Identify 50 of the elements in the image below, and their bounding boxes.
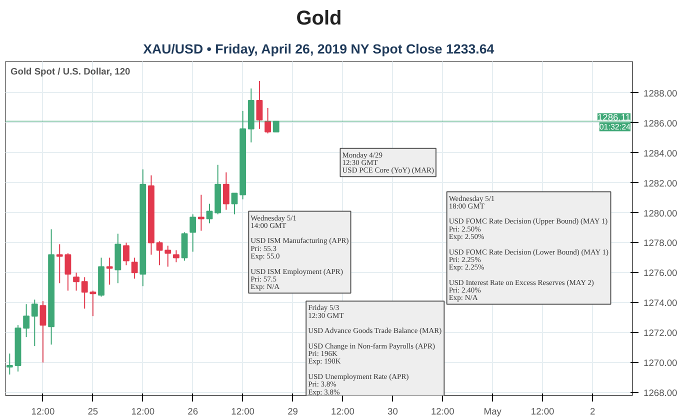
candlestick <box>81 276 88 310</box>
candlestick <box>272 120 280 132</box>
candlestick <box>106 257 113 286</box>
x-tick-label: 25 <box>88 406 98 416</box>
candlestick <box>198 194 204 232</box>
candlestick <box>164 245 172 268</box>
x-tick-label: 26 <box>188 406 198 416</box>
y-tick-label: 1280.00 <box>644 208 678 218</box>
candlestick <box>172 250 180 263</box>
ref-line-label: 1286.11 <box>597 112 631 122</box>
candlestick <box>206 203 213 224</box>
candlestick <box>181 232 188 262</box>
y-tick-label: 1284.00 <box>644 148 678 158</box>
y-tick-label: 1272.00 <box>644 328 678 338</box>
y-tick-label: 1286.00 <box>644 118 678 128</box>
candlestick <box>264 107 271 134</box>
candlestick <box>190 214 196 252</box>
candlestick <box>231 192 238 215</box>
candlestick <box>73 272 80 292</box>
annotation: Gold Spot / U.S. Dollar, 120 <box>10 66 130 76</box>
chart-subtitle: XAU/USD • Friday, April 26, 2019 NY Spot Close 1233.64 <box>143 42 495 56</box>
chart-title: Gold <box>296 8 342 30</box>
y-tick-label: 1282.00 <box>644 178 678 188</box>
x-tick-label: 12:00 <box>231 406 254 416</box>
y-tick-label: 1276.00 <box>644 268 678 278</box>
x-tick-label: 12:00 <box>430 406 454 416</box>
candlestick <box>23 304 30 338</box>
x-tick-label: 30 <box>388 406 398 416</box>
x-tick-label: May <box>484 406 502 416</box>
candlestick <box>40 300 46 364</box>
y-tick-label: 1274.00 <box>644 298 678 308</box>
candlestick <box>123 242 130 266</box>
candlestick <box>256 80 263 130</box>
x-tick-label: 12:00 <box>131 406 155 416</box>
x-tick-label: 12:00 <box>530 406 554 416</box>
annotation: 01:32:24 <box>599 122 632 132</box>
candlestick <box>31 299 38 347</box>
x-tick-label: 2 <box>590 406 596 416</box>
x-tick-label: 12:00 <box>331 406 354 416</box>
y-tick-label: 1268.00 <box>644 388 678 398</box>
candlestick <box>90 290 96 317</box>
y-tick-label: 1270.00 <box>644 358 678 368</box>
candlestick <box>156 240 163 266</box>
y-tick-label: 1278.00 <box>644 238 678 248</box>
x-tick-label: 29 <box>288 406 298 416</box>
y-tick-label: 1288.00 <box>644 88 678 98</box>
candlestick <box>131 257 138 280</box>
x-tick-label: 12:00 <box>31 406 55 416</box>
candlestick <box>222 172 230 210</box>
candlestick <box>6 353 13 376</box>
